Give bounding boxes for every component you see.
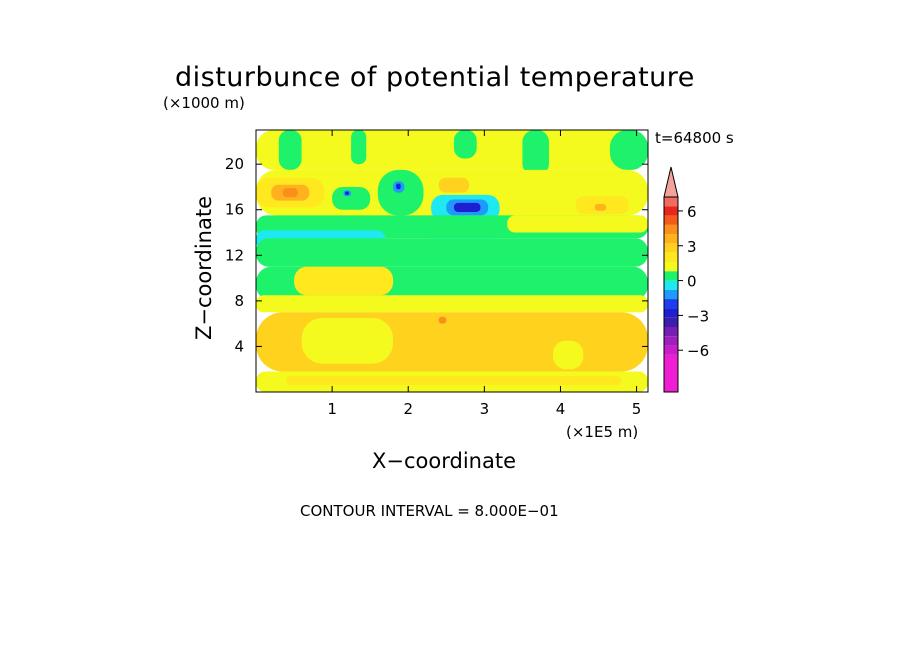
colorbar-tick-label: −6 [687, 342, 709, 360]
y-tick-label: 20 [225, 155, 244, 173]
colorbar-level-13 [664, 308, 678, 318]
contour-region-26 [256, 238, 648, 267]
contour-region-1 [278, 130, 302, 170]
y-tick-label: 12 [225, 246, 244, 264]
x-tick-label: 2 [403, 400, 413, 418]
colorbar-tick-label: −3 [687, 307, 709, 325]
colorbar-level-10 [664, 280, 678, 290]
contour-region-5 [609, 130, 648, 170]
contour-region-32 [552, 340, 584, 370]
colorbar [663, 166, 679, 393]
colorbar-tick-label: 6 [687, 203, 697, 221]
y-axis-ticks: 4 8 12 16 20 [225, 155, 648, 355]
contour-region-21 [594, 204, 607, 211]
contour-region-3 [453, 130, 477, 159]
contour-region-33 [438, 316, 447, 324]
colorbar-level-7 [664, 252, 678, 262]
colorbar-level-4 [664, 224, 678, 235]
chart-title: disturbunce of potential temperature [175, 62, 695, 93]
colorbar-level-5 [664, 234, 678, 244]
time-label: t=64800 s [655, 129, 734, 147]
colorbar-ticks: 6 3 0 −3 −6 [678, 203, 709, 360]
colorbar-tick-label: 0 [687, 273, 697, 291]
contour-region-4 [522, 130, 549, 176]
contour-region-13 [377, 169, 424, 216]
colorbar-level-12 [664, 299, 678, 309]
contour-region-9 [282, 188, 298, 198]
contour-region-29 [256, 295, 648, 313]
colorbar-level-16 [664, 336, 678, 346]
colorbar-tick-label: 3 [687, 238, 697, 256]
contour-region-23 [507, 215, 648, 233]
contour-region-16 [438, 177, 470, 193]
contour-region-31 [301, 318, 393, 364]
colorbar-level-1 [664, 197, 678, 207]
colorbar-level-6 [664, 243, 678, 253]
contour-region-19 [453, 202, 481, 212]
colorbar-level-14 [664, 317, 678, 327]
x-axis-ticks: 1 2 3 4 5 [327, 130, 641, 418]
y-tick-label: 4 [234, 337, 244, 355]
x-tick-label: 5 [632, 400, 642, 418]
colorbar-level-8 [664, 262, 678, 272]
contour-interval-label: CONTOUR INTERVAL = 8.000E−01 [300, 502, 559, 520]
x-tick-label: 3 [480, 400, 490, 418]
plot-frame [255, 129, 649, 393]
y-tick-label: 8 [234, 292, 244, 310]
y-axis-label: Z−coordinate [192, 196, 216, 340]
colorbar-level-3 [664, 215, 678, 225]
colorbar-level-9 [664, 271, 678, 281]
y-tick-label: 16 [225, 201, 244, 219]
x-tick-label: 1 [327, 400, 337, 418]
contour-region-15 [396, 183, 401, 190]
colorbar-overflow-arrow [663, 166, 679, 198]
colorbar-level-18 [664, 354, 678, 392]
contour-region-2 [351, 130, 367, 165]
contour-region-10 [332, 187, 371, 210]
colorbar-frame [663, 196, 679, 393]
x-axis-label: X−coordinate [372, 449, 516, 473]
y-unit-label: (×1000 m) [163, 94, 245, 112]
contour-region-35 [286, 376, 622, 386]
colorbar-level-17 [664, 345, 678, 355]
contour-region-0 [256, 130, 648, 170]
x-tick-label: 4 [556, 400, 566, 418]
contour-region-12 [345, 191, 349, 195]
colorbar-level-2 [664, 206, 678, 216]
x-unit-label: (×1E5 m) [566, 423, 638, 441]
colorbar-level-15 [664, 327, 678, 337]
colorbar-level-11 [664, 289, 678, 300]
contour-field [256, 130, 648, 392]
contour-region-28 [294, 266, 394, 296]
